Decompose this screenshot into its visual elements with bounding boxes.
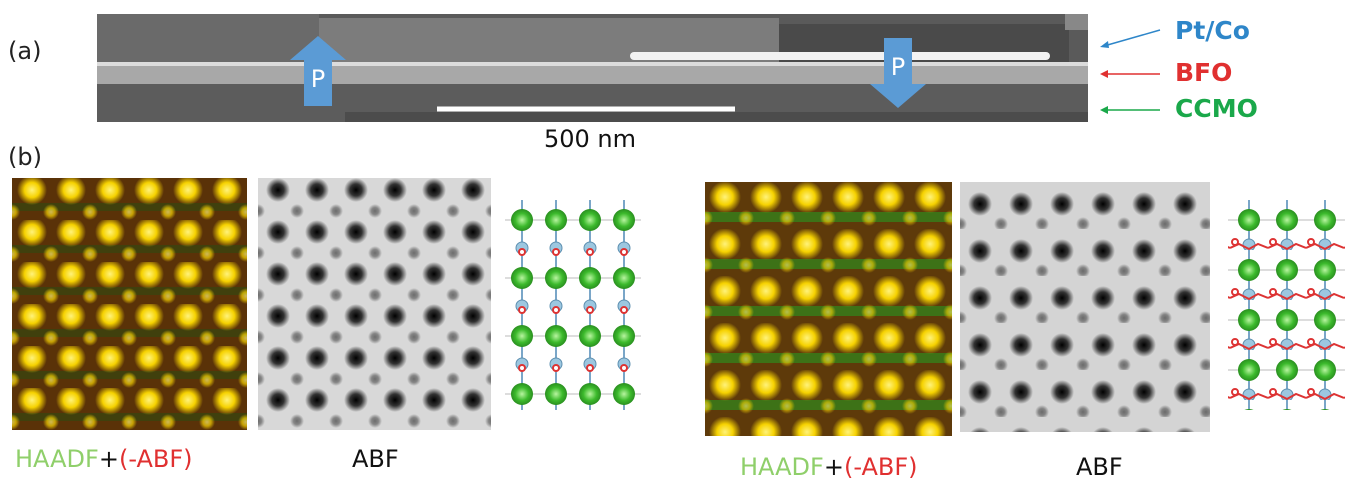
polarization-label: P <box>891 53 905 81</box>
caption-part: (-ABF) <box>119 445 193 473</box>
layer-label: CCMO <box>1175 94 1258 123</box>
figure: (a) P P 500 nm Pt/Co BFO CCMO (b) <box>0 0 1351 484</box>
polarization-label: P <box>311 65 325 93</box>
caption-part: HAADF <box>740 453 824 481</box>
abf-image <box>258 178 491 430</box>
layer-label: BFO <box>1175 58 1232 87</box>
caption: HAADF+(-ABF) <box>15 445 193 473</box>
structure-model <box>505 200 641 410</box>
tem-image <box>97 14 1088 122</box>
panel-label: (b) <box>8 143 42 171</box>
abf-image <box>960 182 1210 432</box>
caption: ABF <box>1076 453 1123 481</box>
layer-label: Pt/Co <box>1175 16 1250 45</box>
scale-bar-label: 500 nm <box>544 125 636 153</box>
panel-label: (a) <box>8 37 41 65</box>
caption-part: + <box>824 453 844 481</box>
caption: ABF <box>352 445 399 473</box>
caption-part: (-ABF) <box>844 453 918 481</box>
structure-model <box>1228 200 1345 410</box>
caption: HAADF+(-ABF) <box>740 453 918 481</box>
caption-part: HAADF <box>15 445 99 473</box>
haadf-image <box>12 178 247 430</box>
haadf-image <box>705 182 952 436</box>
caption-part: + <box>99 445 119 473</box>
panel-b: (b) HAADF+(-ABF) ABF HAADF+(-ABF) ABF <box>8 143 1345 481</box>
panel-a: (a) P P 500 nm Pt/Co BFO CCMO <box>8 14 1258 153</box>
